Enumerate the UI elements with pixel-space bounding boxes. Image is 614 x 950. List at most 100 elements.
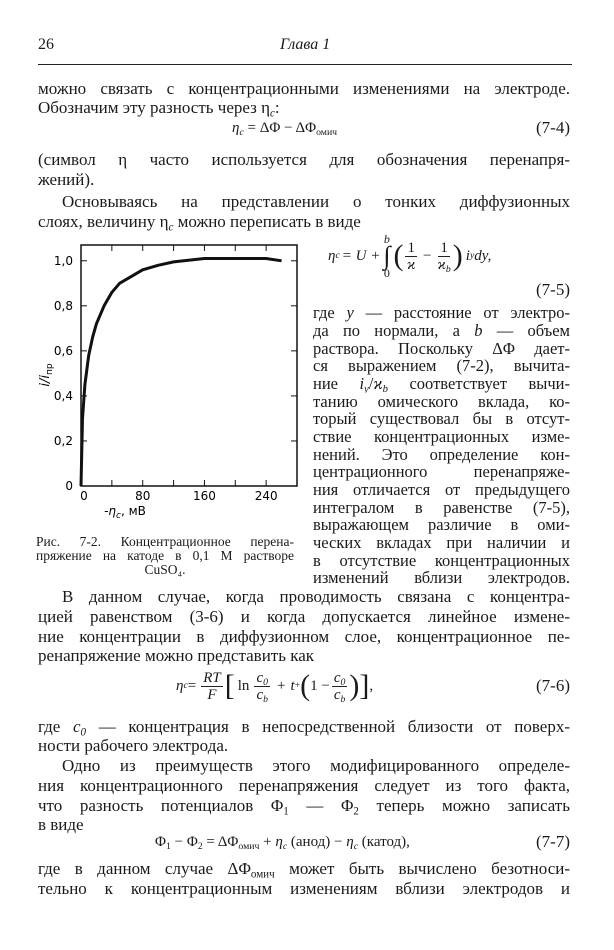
eq-operator: = — [187, 678, 197, 694]
x-axis-label-part: , мВ — [121, 504, 146, 518]
text-run: Одно из преимуществ этого модифицированн… — [62, 756, 570, 775]
text-line: где y — расстояние от электро- — [313, 304, 570, 322]
x-tick-label: 160 — [193, 489, 216, 503]
text-run: — объем — [482, 322, 570, 340]
text-run: — расстояние от электро- — [353, 304, 570, 322]
text-line: выражающем различие в оми- — [313, 516, 570, 534]
eq-text: = U + — [341, 248, 381, 264]
denominator-base: c — [256, 686, 264, 703]
text-run: изменений вблизи электродов. — [313, 569, 570, 587]
text-run: цией равенством (3-6) и когда допускаетс… — [38, 607, 570, 626]
eq-subscript: b — [263, 693, 268, 705]
text-line: ся выражением (7-2), вычита- — [313, 357, 570, 375]
eq-text: ln — [237, 678, 250, 694]
text-run: где — [313, 304, 347, 322]
text-run: : — [274, 98, 280, 117]
x-tick-label: 0 — [80, 489, 88, 503]
eq-text: = ΔΦ — [202, 834, 239, 850]
x-axis-label-part: -η — [104, 504, 116, 518]
integral-upper: b — [383, 232, 390, 246]
eq-subscript: омич — [238, 840, 260, 852]
inline-math: ϰb — [373, 375, 388, 393]
text-run: — — [288, 796, 341, 815]
numerator-base: c — [256, 669, 264, 686]
numerator: 1 — [405, 239, 417, 257]
text-run: в виде — [38, 815, 84, 834]
y-tick-label: 0,6 — [54, 344, 73, 358]
text-line: (символ η часто используется для обознач… — [38, 150, 570, 170]
eq-symbol: η — [176, 678, 184, 694]
text-line: ческих вкладах при наличии и — [313, 534, 570, 552]
fraction: c0 cb — [254, 669, 270, 705]
math-subscript: c — [168, 221, 174, 234]
paren: ( — [300, 669, 311, 702]
text-line: можно связать с концентрационными измене… — [38, 79, 570, 99]
y-axis-label: i/iпр — [38, 363, 55, 386]
text-line: раствора. Поскольку ΔΦ дает- — [313, 340, 570, 358]
fraction: RT F — [201, 670, 223, 703]
y-axis-label-part: i/i — [38, 375, 53, 387]
denominator-base: ϰ — [437, 256, 446, 273]
eq-operator: − — [422, 248, 432, 264]
fraction: 1 ϰb — [437, 240, 451, 275]
equation-number: (7-5) — [536, 280, 570, 299]
text-line: что разность потенциалов Φ1 — Φ2 теперь … — [38, 796, 570, 816]
eq-subscript: b — [445, 263, 451, 275]
text-run: ности рабочего электрода. — [38, 736, 229, 755]
eq-subscript: 1 — [165, 840, 171, 852]
equation-7-4: ηc = ΔΦ − ΔΦомич — [232, 118, 337, 138]
eq-operator: − — [170, 834, 187, 850]
running-title: Глава 1 — [280, 36, 331, 53]
denominator: cb — [256, 686, 268, 705]
text-run: интегралом в равенстве (7-5), — [313, 499, 570, 517]
text-line: слоях, величину ηc можно переписать в ви… — [38, 212, 570, 234]
math-symbol: y — [346, 304, 354, 322]
text-run: ние — [313, 375, 360, 393]
text-run: торый существовал бы в отсут- — [313, 410, 570, 428]
eq-symbol: η — [328, 248, 336, 264]
eq-subscript: c — [353, 840, 359, 852]
caption-line: Рис. 7-2. Концентрационное перена- — [36, 534, 294, 549]
text-line: В данном случае, когда проводимость связ… — [62, 587, 570, 607]
text-run: в отсутствие концентрационных — [313, 552, 570, 570]
x-tick-label: 240 — [255, 489, 278, 503]
text-run: выражающем различие в оми- — [313, 516, 570, 534]
text-line: жений). — [38, 170, 570, 190]
equation-number: (7-7) — [536, 832, 570, 851]
inline-math: b — [474, 322, 482, 340]
denominator: ϰb — [437, 256, 451, 275]
eq-symbol: η — [232, 120, 240, 136]
text-run: теперь можно записать — [358, 796, 571, 815]
text-run: можно переписать в виде — [173, 212, 361, 231]
text-line: Одно из преимуществ этого модифицированн… — [62, 756, 570, 776]
caption-line: пряжение на катоде в 0,1 М растворе — [36, 548, 294, 563]
text-run: слоях, величину — [38, 212, 160, 231]
numerator: RT — [201, 669, 223, 687]
text-line: интегралом в равенстве (7-5), — [313, 499, 570, 517]
numerator: c0 — [331, 670, 348, 687]
text-run: ренапряжение можно представить как — [38, 646, 315, 665]
inline-math: iy — [359, 375, 368, 393]
equation-number: (7-6) — [536, 676, 570, 695]
math-symbol: η — [261, 98, 270, 117]
text-line: торый существовал бы в отсут- — [313, 410, 570, 428]
inline-math: c0 — [73, 717, 87, 737]
eq-text: (анод) − — [287, 834, 347, 850]
paren: ) — [452, 239, 463, 272]
text-run: Основываясь на представлении о тонких ди… — [62, 192, 570, 211]
eq-symbol: Φ — [186, 834, 198, 850]
text-run: ся выражением (7-2), вычита- — [313, 357, 570, 375]
y-tick-label: 0,2 — [54, 434, 73, 448]
text-run: ния отличается от предыдущего — [313, 481, 570, 499]
text-line: центрационного перенапряже- — [313, 463, 570, 481]
page-number: 26 — [38, 36, 54, 53]
math-subscript: y — [364, 383, 369, 393]
text-run: — концентрация в непосредственной близос… — [86, 717, 570, 736]
text-line: ние iy/ϰb соответствует вычи- — [313, 375, 570, 393]
eq-symbol: i — [465, 248, 470, 264]
eq-text: 1 − — [310, 678, 330, 694]
math-subscript: 0 — [80, 726, 87, 737]
text-line: изменений вблизи электродов. — [313, 569, 570, 587]
text-line: ности рабочего электрода. — [38, 736, 570, 756]
